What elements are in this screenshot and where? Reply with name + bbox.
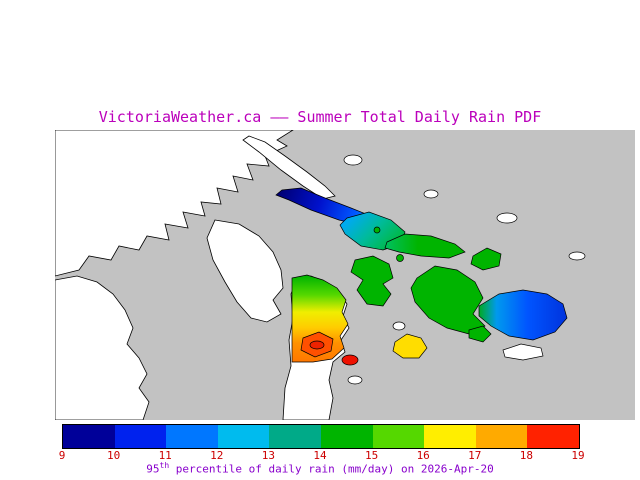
rain-region-green-dot [396, 254, 404, 262]
page-title: VictoriaWeather.ca —— Summer Total Daily… [98, 108, 542, 126]
colorbar-tick-label: 15 [364, 449, 379, 462]
islet-shape [496, 212, 518, 224]
colorbar [62, 424, 580, 449]
colorbar-segment [475, 425, 528, 448]
colorbar-tick-label: 13 [261, 449, 276, 462]
colorbar-segment [63, 425, 115, 448]
saltspring-island-shape [206, 219, 284, 323]
colorbar-segment [269, 425, 321, 448]
islet-shape [392, 321, 406, 331]
colorbar-tick-label: 10 [106, 449, 121, 462]
colorbar-segment [217, 425, 270, 448]
colorbar-tick-label: 18 [519, 449, 534, 462]
rain-region-green-elongated [384, 233, 466, 259]
caption-value: 95 [146, 462, 160, 476]
colorbar-segment [114, 425, 167, 448]
colorbar-segment [424, 425, 476, 448]
colorbar-segment [320, 425, 373, 448]
rain-region-green-small-ne [470, 247, 502, 271]
colorbar-tick-label: 12 [210, 449, 224, 462]
rain-region-red-dot [341, 354, 359, 366]
caption-rest: percentile of daily rain (mm/day) on 202… [169, 462, 494, 476]
colorbar-tick-label: 14 [313, 449, 327, 462]
rain-region-yellow-small [392, 333, 428, 359]
rain-region-red-core [309, 340, 325, 350]
islet-shape [347, 375, 363, 385]
colorbar-ticks: 9 10 11 12 13 14 15 16 17 18 19 [58, 449, 585, 462]
rain-region-green-lobed [350, 255, 394, 307]
colorbar-tick-label: 9 [58, 449, 66, 462]
map-canvas [55, 130, 635, 420]
colorbar-tick-label: 11 [158, 449, 172, 462]
rain-data-regions [275, 187, 568, 366]
islet-shape [423, 189, 439, 199]
thin-island-shape [242, 135, 336, 200]
colorbar-tick-label: 16 [416, 449, 430, 462]
colorbar-caption: 95th percentile of daily rain (mm/day) o… [0, 461, 640, 476]
islet-shape [502, 343, 544, 361]
colorbar-tick-label: 19 [571, 449, 585, 462]
rain-region-green-large [410, 265, 486, 335]
islet-shape [343, 154, 363, 166]
islet-shape [568, 251, 586, 261]
colorbar-segment [527, 425, 579, 448]
colorbar-segment [166, 425, 218, 448]
rain-region-green-small-se [468, 325, 492, 343]
rain-region-green-dot [373, 226, 381, 234]
colorbar-tick-label: 17 [468, 449, 482, 462]
caption-superscript: th [159, 461, 170, 470]
vancouver-island-south-shape [55, 275, 150, 420]
colorbar-segment [372, 425, 425, 448]
rain-region-blue-east [478, 289, 568, 341]
